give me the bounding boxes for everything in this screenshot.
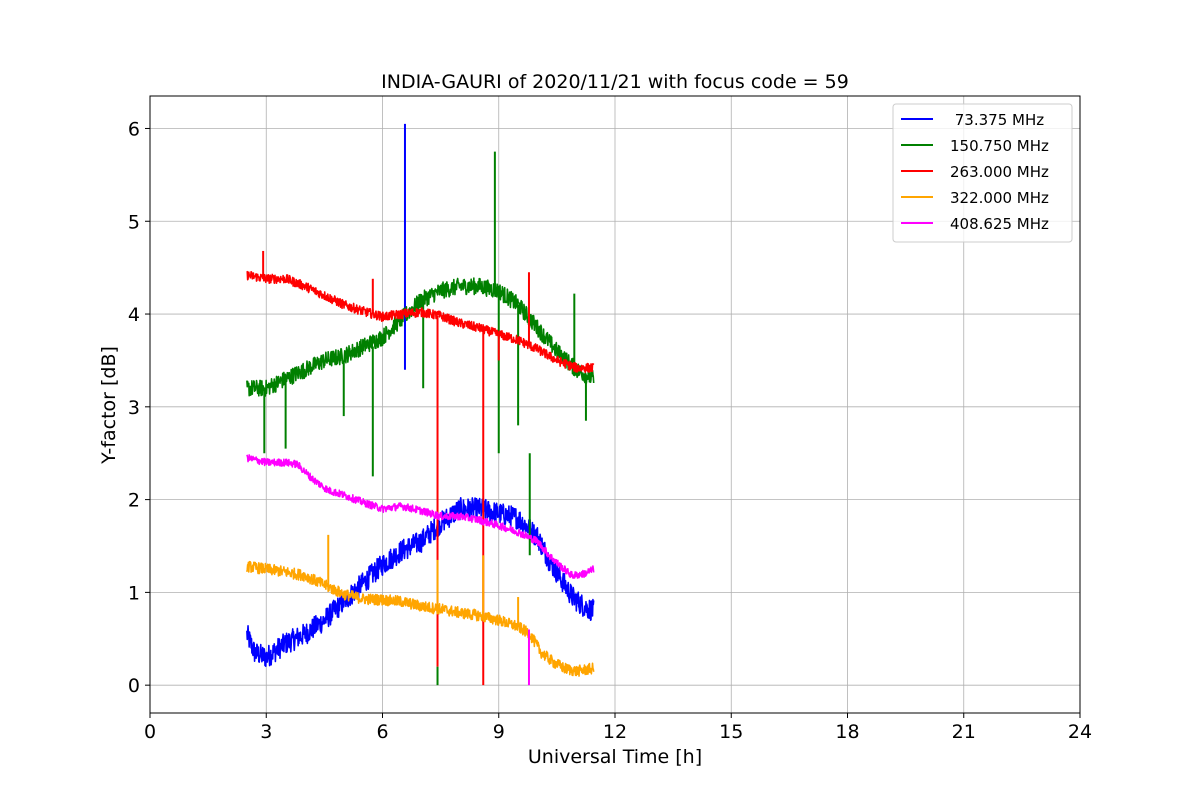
y-axis: 0 1 2 3 4 5 6	[128, 118, 150, 697]
series-line	[246, 277, 595, 397]
series-group	[246, 123, 595, 686]
y-tick-label: 4	[128, 304, 140, 326]
legend-entry: 73.375 MHz	[950, 111, 1044, 129]
x-tick-label: 24	[1068, 721, 1092, 743]
legend-entry: 150.750 MHz	[950, 137, 1049, 155]
y-tick-label: 6	[128, 118, 140, 140]
legend: 73.375 MHz 150.750 MHz 263.000 MHz 322.000 …	[892, 103, 1073, 243]
y-tick-label: 2	[128, 490, 140, 512]
x-tick-label: 15	[719, 721, 743, 743]
x-tick-label: 12	[603, 721, 627, 743]
series-3	[246, 534, 595, 677]
x-axis: 0 3 6 9 12 15 18 21 24	[144, 713, 1092, 743]
x-tick-label: 6	[376, 721, 388, 743]
series-line	[246, 270, 595, 374]
x-tick-label: 21	[952, 721, 976, 743]
x-tick-label: 3	[260, 721, 272, 743]
x-tick-label: 18	[835, 721, 859, 743]
x-axis-label: Universal Time [h]	[528, 746, 702, 768]
chart-title: INDIA-GAURI of 2020/11/21 with focus cod…	[381, 71, 849, 93]
y-tick-label: 1	[128, 582, 140, 604]
legend-frame	[892, 103, 1073, 243]
y-axis-label: Y-factor [dB]	[98, 346, 120, 465]
series-line	[246, 560, 595, 677]
x-tick-label: 9	[493, 721, 505, 743]
y-tick-label: 3	[128, 397, 140, 419]
y-tick-label: 5	[128, 211, 140, 233]
series-0	[246, 123, 595, 668]
legend-entry: 408.625 MHz	[950, 215, 1049, 233]
series-4	[246, 454, 595, 686]
legend-entry: 263.000 MHz	[950, 163, 1049, 181]
series-1	[246, 151, 595, 686]
series-line	[246, 496, 595, 668]
legend-entry: 322.000 MHz	[950, 189, 1049, 207]
x-tick-label: 0	[144, 721, 156, 743]
series-line	[246, 454, 595, 579]
y-tick-label: 0	[128, 675, 140, 697]
